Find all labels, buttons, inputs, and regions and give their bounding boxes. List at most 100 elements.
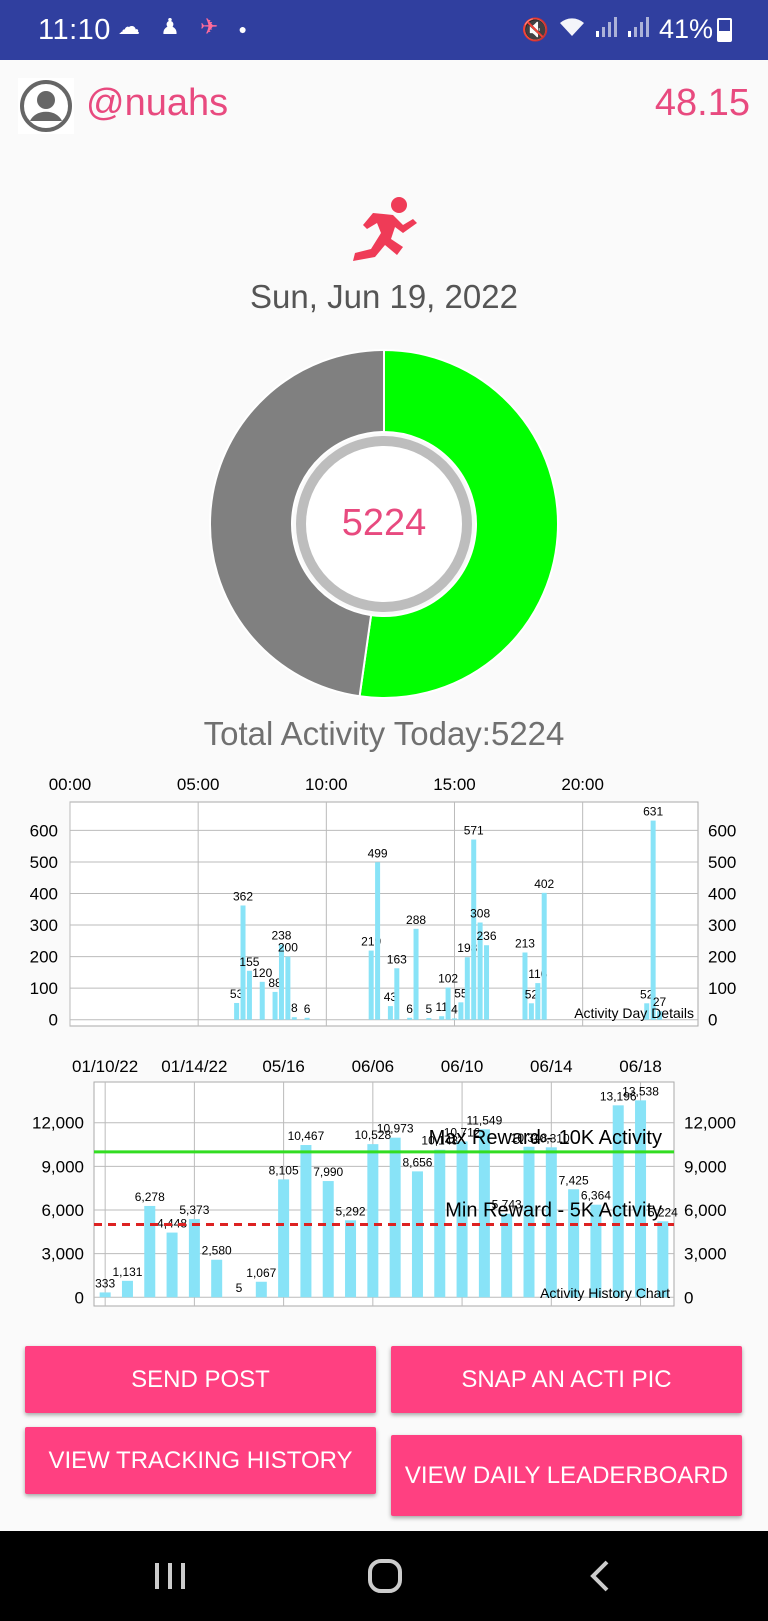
day-bar-label: 236 bbox=[477, 929, 497, 943]
mute-icon: 🔇 bbox=[521, 16, 549, 42]
view-tracking-history-button[interactable]: VIEW TRACKING HISTORY bbox=[25, 1427, 376, 1494]
day-x-tick: 10:00 bbox=[305, 775, 348, 794]
day-bar-label: 288 bbox=[406, 913, 426, 927]
history-bar bbox=[635, 1100, 647, 1298]
day-y-tick-left: 500 bbox=[30, 853, 58, 872]
send-post-button[interactable]: SEND POST bbox=[25, 1346, 376, 1413]
day-bar bbox=[387, 1006, 393, 1020]
history-y-tick-left: 0 bbox=[75, 1288, 84, 1307]
day-bar-label: 362 bbox=[233, 889, 253, 903]
history-bar-label: 2,580 bbox=[202, 1244, 232, 1258]
history-bar-label: 333 bbox=[95, 1276, 115, 1290]
day-bar-label: 88 bbox=[268, 976, 282, 990]
history-bar bbox=[300, 1145, 312, 1298]
history-x-tick: 06/18 bbox=[619, 1057, 662, 1076]
day-bar-label: 102 bbox=[438, 972, 458, 986]
day-bar bbox=[458, 1002, 464, 1020]
history-bar bbox=[188, 1219, 200, 1298]
history-bar-label: 10,467 bbox=[288, 1129, 325, 1143]
day-bar-label: 631 bbox=[643, 805, 663, 819]
max-reward-label: Max Reward - 10K Activity bbox=[429, 1127, 662, 1149]
day-bar bbox=[522, 952, 528, 1020]
day-x-tick: 00:00 bbox=[49, 775, 92, 794]
history-bar bbox=[367, 1144, 379, 1298]
figure-icon: ♟ bbox=[160, 14, 180, 39]
avatar-icon[interactable] bbox=[18, 78, 74, 134]
day-bar bbox=[240, 905, 246, 1020]
history-x-tick: 06/06 bbox=[352, 1057, 395, 1076]
history-bar bbox=[345, 1220, 357, 1298]
history-y-tick-left: 12,000 bbox=[32, 1114, 84, 1133]
history-bar bbox=[255, 1281, 267, 1298]
history-bar-label: 1,067 bbox=[246, 1266, 276, 1280]
history-chart-legend: Activity History Chart bbox=[540, 1285, 670, 1301]
snap-pic-button[interactable]: SNAP AN ACTI PIC bbox=[391, 1346, 742, 1413]
history-bar bbox=[478, 1129, 490, 1298]
day-bar-label: 200 bbox=[278, 941, 298, 955]
history-bar bbox=[144, 1205, 156, 1298]
day-bar bbox=[278, 944, 284, 1020]
history-y-tick-right: 9,000 bbox=[684, 1157, 727, 1176]
day-bar-label: 402 bbox=[534, 877, 554, 891]
day-y-tick-right: 200 bbox=[708, 948, 736, 967]
day-bar bbox=[541, 892, 547, 1020]
history-bar bbox=[657, 1221, 669, 1298]
day-chart-legend: Activity Day Details bbox=[574, 1005, 694, 1021]
home-icon[interactable] bbox=[325, 1531, 445, 1621]
day-bar bbox=[407, 1017, 413, 1020]
day-bar-label: 53 bbox=[230, 987, 244, 1001]
date-label: Sun, Jun 19, 2022 bbox=[250, 278, 518, 315]
history-bar-label: 8,656 bbox=[402, 1155, 432, 1169]
history-bar-label: 10,973 bbox=[377, 1122, 414, 1136]
day-bar-label: 5 bbox=[426, 1002, 433, 1016]
signal-icon bbox=[595, 16, 617, 44]
cloud-icon: ☁ bbox=[118, 14, 140, 39]
history-bar-label: 10,712 bbox=[444, 1125, 481, 1139]
history-x-tick: 01/10/22 bbox=[72, 1057, 138, 1076]
day-bar-label: 308 bbox=[470, 907, 490, 921]
history-bar bbox=[590, 1204, 602, 1298]
day-bar bbox=[535, 983, 541, 1020]
history-bar bbox=[411, 1171, 423, 1298]
day-bar-label: 213 bbox=[515, 936, 535, 950]
history-bar-label: 10,310 bbox=[533, 1131, 570, 1145]
runner-small-icon: ✈ bbox=[199, 14, 219, 39]
day-y-tick-left: 400 bbox=[30, 884, 58, 903]
history-bar bbox=[501, 1213, 513, 1298]
day-bar-label: 163 bbox=[387, 952, 407, 966]
status-right: 🔇 41% bbox=[522, 14, 732, 45]
history-bar-label: 8,105 bbox=[269, 1163, 299, 1177]
status-time: 11:10 bbox=[38, 14, 111, 46]
day-bar bbox=[445, 987, 451, 1020]
day-bar bbox=[291, 1017, 297, 1020]
username[interactable]: @nuahs bbox=[86, 82, 229, 124]
day-y-tick-left: 200 bbox=[30, 948, 58, 967]
day-bar-label: 120 bbox=[252, 966, 272, 980]
donut-progress-slice bbox=[358, 348, 559, 699]
history-bar bbox=[211, 1259, 223, 1298]
history-bar-label: 10,528 bbox=[354, 1128, 391, 1142]
total-activity-label: Total Activity Today:5224 bbox=[203, 715, 565, 752]
view-daily-leaderboard-button[interactable]: VIEW DAILY LEADERBOARD bbox=[391, 1435, 742, 1516]
day-bar-label: 6 bbox=[304, 1002, 311, 1016]
history-bar-label: 5,224 bbox=[648, 1205, 678, 1219]
day-bar bbox=[439, 1016, 445, 1020]
history-bar bbox=[278, 1179, 290, 1298]
day-bar bbox=[285, 956, 291, 1020]
recents-icon[interactable] bbox=[110, 1531, 230, 1621]
back-icon[interactable] bbox=[540, 1531, 660, 1621]
history-bar-label: 5 bbox=[236, 1281, 243, 1295]
donut-remaining-slice bbox=[209, 348, 385, 698]
history-bar-label: 6,364 bbox=[581, 1189, 611, 1203]
history-bar bbox=[99, 1292, 111, 1298]
day-bar bbox=[368, 950, 374, 1020]
history-y-tick-right: 3,000 bbox=[684, 1245, 727, 1264]
day-bar bbox=[464, 957, 470, 1020]
history-bar bbox=[456, 1141, 468, 1298]
day-bar-label: 11 bbox=[435, 1000, 448, 1014]
day-bar bbox=[657, 1011, 663, 1020]
history-y-tick-left: 3,000 bbox=[41, 1245, 84, 1264]
history-bar bbox=[121, 1280, 133, 1298]
history-bar-label: 7,425 bbox=[559, 1173, 589, 1187]
history-x-tick: 05/16 bbox=[262, 1057, 305, 1076]
